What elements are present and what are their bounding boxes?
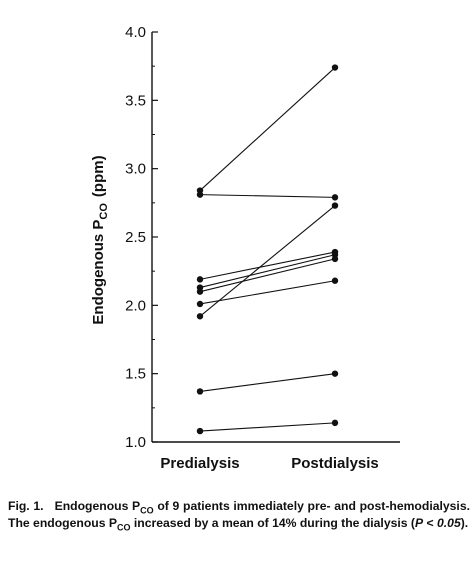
y-tick-label: 3.0 — [125, 161, 146, 178]
x-category-label: Predialysis — [160, 455, 239, 472]
chart: 1.0 1.5 2.0 2.5 3.0 3.5 4.0 Predialysis Postdial… — [90, 24, 400, 472]
figure-caption: Fig. 1. Endogenous PCO of 9 patients imm… — [8, 498, 470, 532]
series-7 — [196, 202, 339, 320]
y-tick-label: 3.5 — [125, 92, 146, 109]
series-line — [199, 422, 336, 432]
y-tick-label: 1.0 — [125, 434, 146, 451]
series-4 — [196, 251, 339, 291]
caption-p-value: 0.05 — [437, 516, 461, 530]
series-line — [199, 205, 336, 317]
series-3 — [196, 248, 339, 283]
series-line — [199, 280, 336, 305]
data-point — [331, 194, 339, 201]
y-axis-label: Endogenous PCO (ppm) — [90, 155, 110, 324]
caption-sub-1: CO — [140, 505, 154, 516]
series-9 — [196, 419, 339, 435]
data-point — [331, 370, 339, 377]
data-point — [196, 276, 204, 283]
axes: 1.0 1.5 2.0 2.5 3.0 3.5 4.0 Predialysis Postdial… — [125, 24, 400, 472]
caption-text-4: < — [423, 516, 438, 530]
data-point — [331, 255, 339, 263]
x-category-label: Postdialysis — [291, 455, 379, 472]
data-point — [196, 313, 204, 320]
data-point — [196, 388, 204, 395]
data-point — [331, 202, 339, 209]
caption-sub-2: CO — [117, 522, 131, 533]
data-point — [196, 300, 204, 308]
y-tick-label: 2.0 — [125, 297, 146, 314]
y-tick-label: 1.5 — [125, 366, 146, 383]
series-line — [199, 251, 336, 280]
caption-text-1: Endogenous P — [54, 499, 141, 513]
series-6 — [196, 277, 339, 308]
data-point — [331, 64, 339, 71]
series-line — [199, 254, 336, 289]
y-axis-label-main: Endogenous P — [90, 220, 107, 325]
series-layer — [196, 64, 339, 435]
y-tick-label: 4.0 — [125, 24, 146, 41]
data-point — [331, 277, 339, 284]
series-5 — [196, 255, 339, 295]
series-line — [199, 373, 336, 392]
caption-fig-label: Fig. 1. — [8, 499, 44, 513]
data-point — [331, 419, 339, 427]
series-line — [199, 258, 336, 293]
y-tick-label: 2.5 — [125, 229, 146, 246]
y-axis-label-unit: (ppm) — [90, 155, 107, 197]
series-1 — [196, 64, 339, 194]
caption-text-5: ). — [460, 516, 469, 530]
data-point — [196, 288, 204, 295]
caption-p-italic: P — [414, 516, 424, 530]
series-2 — [196, 191, 339, 201]
caption-text-3: increased by a mean of 14% during the di… — [130, 516, 415, 530]
caption-text-2: of 9 patients immediately pre- and post-… — [8, 499, 470, 530]
data-point — [196, 191, 204, 198]
series-8 — [196, 370, 339, 395]
data-point — [196, 427, 204, 435]
y-axis-label-sub: CO — [98, 203, 110, 220]
series-line — [199, 194, 336, 198]
series-line — [199, 67, 336, 191]
